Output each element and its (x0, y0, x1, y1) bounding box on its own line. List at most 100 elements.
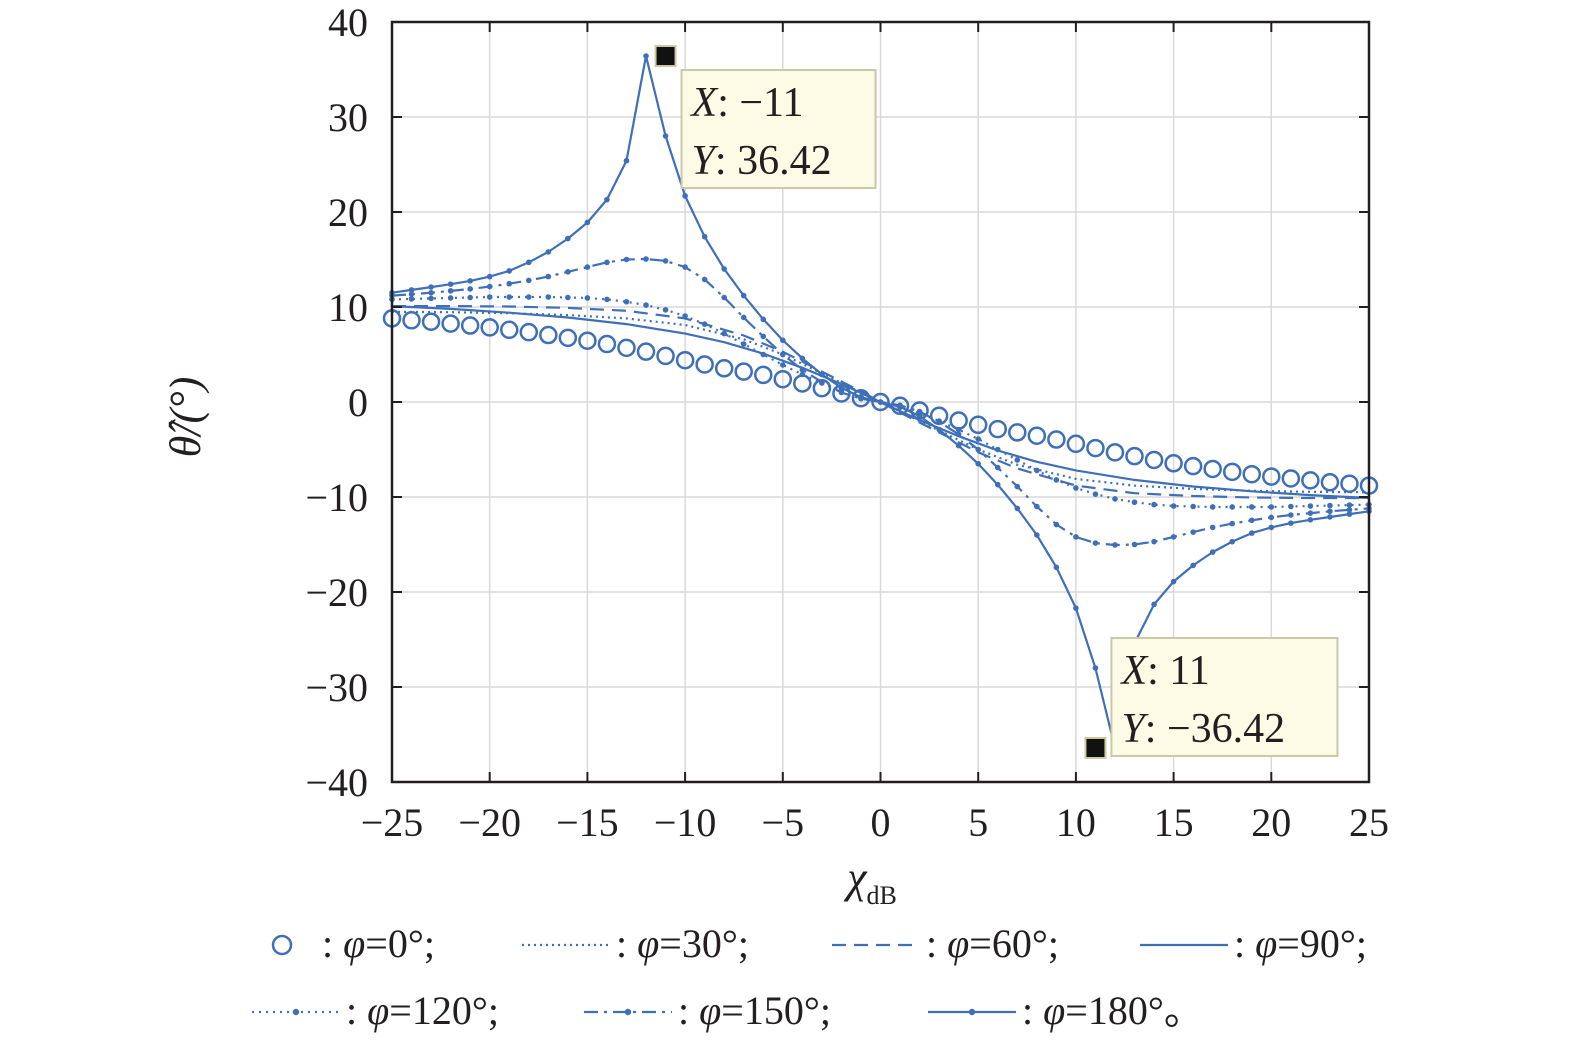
legend-entry-3: : φ=90°; (1140, 921, 1367, 966)
datatip-y-text: Y: 36.42 (692, 138, 832, 184)
legend-swatch-dot (968, 1008, 976, 1016)
datatip-1: X: 11 Y: −36.42 (1084, 636, 1339, 759)
data-point-circle (734, 362, 753, 381)
datatip-x-value: : −11 (717, 80, 803, 126)
datatip-x-value: : 11 (1147, 648, 1210, 694)
data-point-dot (1092, 665, 1099, 671)
legend-symbol: φ (1255, 921, 1277, 966)
x-tick-label: 20 (1251, 800, 1291, 845)
data-point-dot (1131, 541, 1138, 548)
data-point-dot (994, 446, 1001, 453)
data-point-dot (701, 233, 708, 240)
data-point-dot (897, 403, 903, 410)
data-point-dot (1151, 601, 1157, 608)
series-layer (382, 53, 1379, 751)
data-point-dot (525, 294, 532, 300)
legend-value: =90°; (1277, 921, 1367, 966)
data-point-dot (525, 277, 532, 284)
legend-label: : φ=30°; (616, 921, 749, 966)
data-point-circle (1183, 456, 1203, 476)
data-point-dot (1209, 504, 1216, 510)
data-point-dot (447, 288, 454, 294)
data-point-dot (1268, 524, 1275, 531)
data-point-circle (539, 325, 558, 345)
legend-prefix: : (678, 988, 699, 1033)
series-line (391, 295, 1370, 509)
data-point-dot (721, 294, 727, 301)
data-point-circle (402, 311, 421, 330)
data-point-circle (871, 392, 890, 412)
data-point-dot (721, 330, 727, 337)
data-point-circle (754, 365, 773, 385)
data-point-dot (1151, 501, 1157, 508)
legend-label: : φ=0°; (322, 921, 435, 966)
data-point-dot (545, 294, 552, 300)
legend-prefix: : (322, 921, 343, 966)
data-point-circle (597, 334, 617, 354)
data-point-dot (1112, 542, 1118, 548)
data-point-dot (1307, 510, 1314, 516)
y-tick-label: 40 (328, 0, 368, 45)
data-point-dot (565, 235, 571, 242)
data-point-dot (936, 419, 942, 425)
data-point-dot (428, 295, 434, 302)
data-point-circle (480, 318, 499, 337)
x-tick-label: 5 (968, 800, 988, 845)
legend-prefix: : (346, 988, 367, 1033)
data-point-dot (447, 295, 454, 301)
data-point-dot (1034, 532, 1040, 538)
data-point-dot (877, 399, 884, 405)
data-point-dot (955, 426, 962, 433)
data-point-dot (1034, 503, 1040, 510)
data-point-dot (1248, 504, 1255, 510)
data-point-dot (799, 355, 806, 362)
datatip-x-text: X: −11 (690, 80, 804, 126)
data-point-dot (1327, 502, 1333, 509)
data-point-dot (486, 283, 493, 290)
data-point-circle (1008, 423, 1027, 442)
x-tick-label: −15 (556, 800, 619, 845)
data-point-circle (1281, 469, 1301, 488)
legend-symbol: φ (1043, 988, 1065, 1033)
data-point-dot (819, 371, 825, 378)
datatip-y-label: Y (692, 138, 720, 184)
data-point-dot (701, 276, 708, 283)
data-point-dot (506, 268, 513, 274)
data-point-dot (1190, 562, 1196, 569)
data-point-dot (1092, 491, 1099, 497)
data-point-dot (799, 366, 806, 373)
data-point-dot (1268, 504, 1275, 510)
datatip-marker (1084, 736, 1107, 759)
data-point-dot (740, 292, 747, 299)
data-point-circle (636, 342, 656, 361)
x-tick-label: 0 (871, 800, 891, 845)
x-tick-label: 25 (1349, 800, 1389, 845)
y-tick-label: 20 (328, 190, 368, 235)
data-point-dot (1014, 483, 1021, 490)
data-point-dot (1327, 508, 1333, 515)
data-point-dot (1229, 538, 1236, 545)
data-point-dot (819, 379, 825, 385)
data-point-dot (1248, 530, 1255, 536)
data-point-dot (1307, 503, 1314, 509)
legend-value: =120°; (389, 988, 499, 1033)
legend-value: =60°; (969, 921, 1059, 966)
data-point-dot (545, 249, 552, 255)
data-point-dot (858, 394, 864, 401)
data-point-dot (1307, 517, 1314, 523)
data-point-circle (617, 338, 636, 358)
data-point-circle (1047, 430, 1066, 449)
data-point-dot (1053, 477, 1060, 483)
axis-labels: θ̂/(°) χdB (161, 377, 897, 910)
data-point-circle (656, 346, 675, 366)
data-point-dot (780, 362, 786, 368)
data-point-dot (1073, 485, 1079, 491)
legend-prefix: : (1234, 921, 1255, 966)
data-point-circle (1066, 434, 1086, 454)
series-6 (389, 53, 1372, 751)
data-point-circle (1086, 438, 1105, 458)
data-point-dot (1288, 520, 1294, 526)
axes (390, 20, 1371, 784)
